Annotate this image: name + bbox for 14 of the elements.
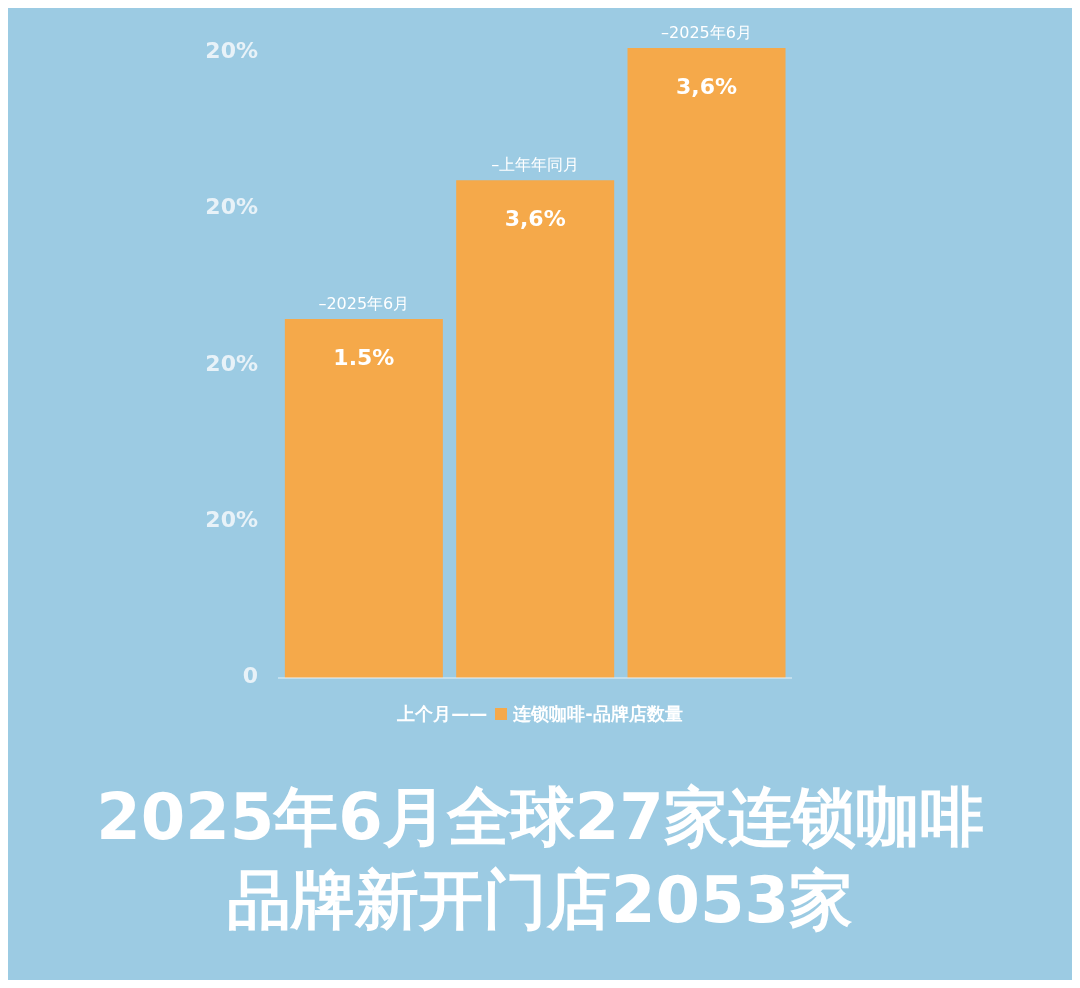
text: 1.5% [333,344,395,370]
text: 20% [204,38,258,63]
text: 上个月—— [397,702,488,726]
text: 20% [204,194,258,220]
text: 20% [204,350,258,376]
text: 2025年6月全球27家连锁咖啡品牌新开门店2053家 [95,779,985,940]
text: 20% [204,506,258,532]
x-tick-label: –2025年6月 [318,293,410,313]
text: 0 [241,663,258,688]
x-tick-label: –2025年6月 [661,23,752,42]
x-tick-label: –上年年同月 [491,155,580,175]
legend-label: 连锁咖啡-品牌店数量 [512,702,683,726]
text: 3,6% [676,73,738,99]
text: 3,6% [504,205,566,231]
